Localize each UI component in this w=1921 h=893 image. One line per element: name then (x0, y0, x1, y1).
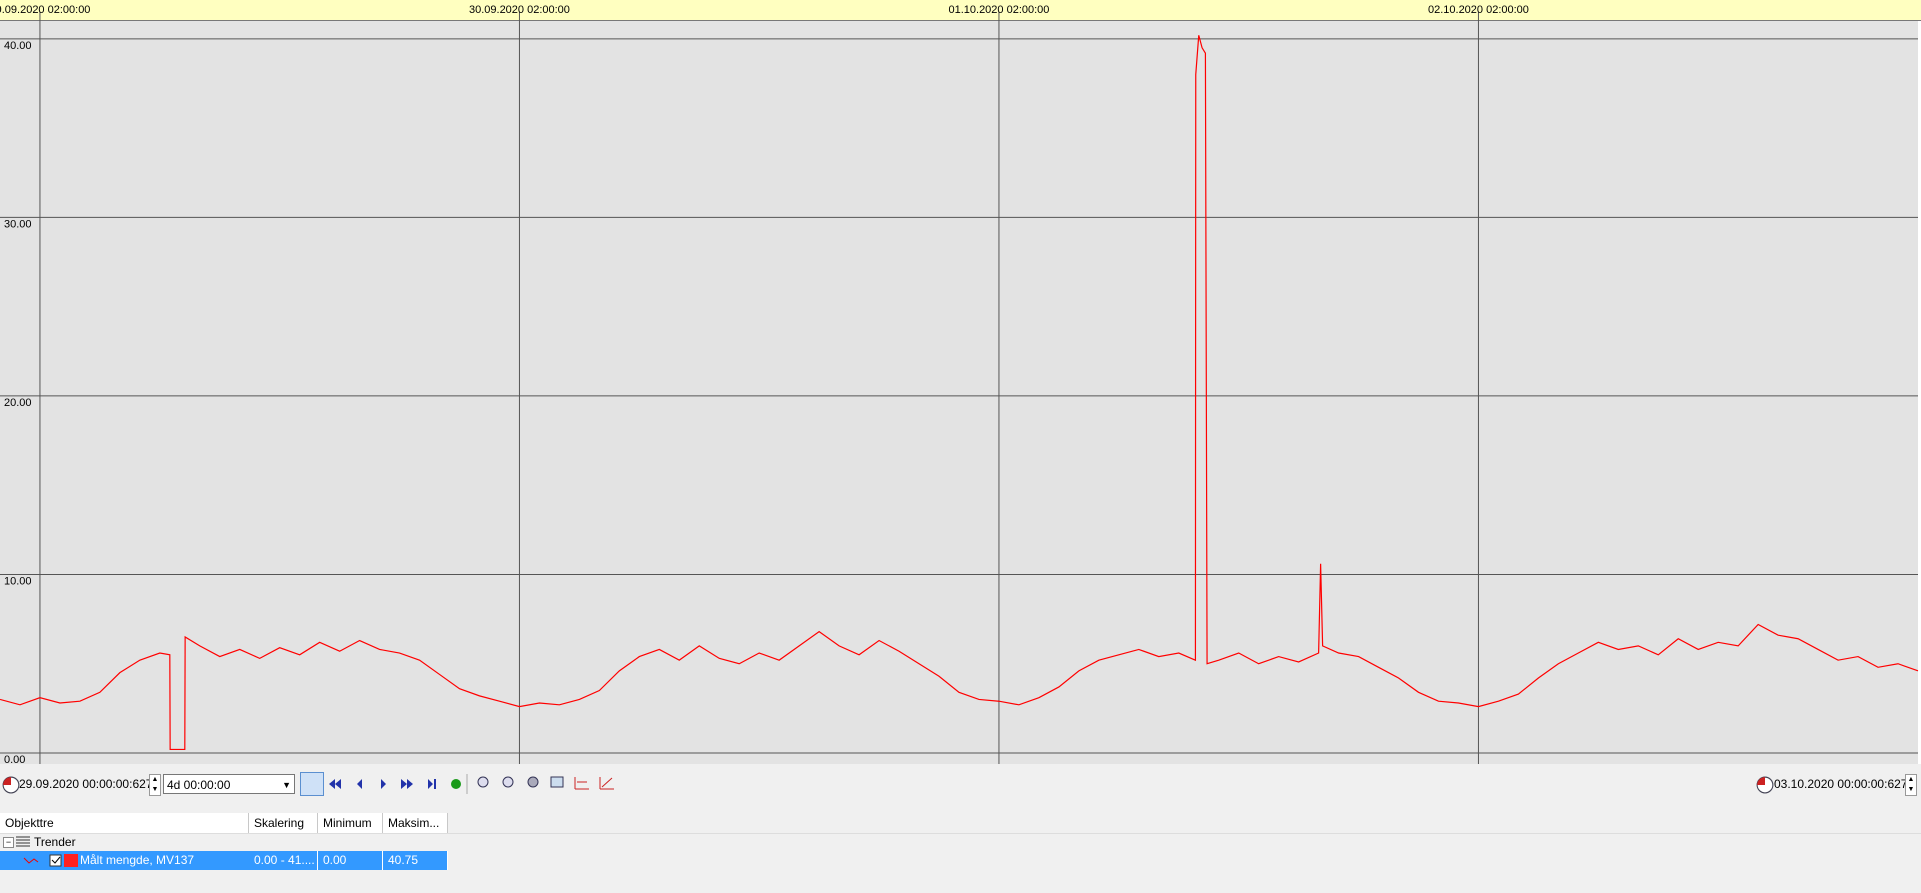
live-button[interactable] (451, 779, 461, 789)
end-spinner[interactable]: ▲ ▼ (1905, 774, 1917, 796)
header-cell[interactable]: Minimum (318, 813, 383, 833)
chart: 0.00 10.00 20.00 30.00 40.00 29.09.2020 02:00… (0, 0, 1921, 764)
start-time: 29.09.2020 00:00:00:627 (19, 777, 153, 791)
group-icon (16, 836, 30, 847)
row-icons (23, 854, 78, 867)
y-tick-label: 40.00 (4, 40, 32, 52)
right-edge (1918, 21, 1921, 764)
next-button[interactable] (381, 779, 386, 789)
time-header (0, 0, 1921, 21)
range-value: 4d 00:00:00 (167, 778, 231, 792)
fast-forward-button[interactable] (401, 779, 413, 789)
series-name: Målt mengde, MV137 (80, 853, 195, 867)
maximum-cell: 40.75 (383, 851, 448, 870)
minimum-cell: 0.00 (318, 851, 383, 870)
x-tick-label: 30.09.2020 02:00:00 (469, 4, 570, 16)
x-tick-label: 29.09.2020 02:00:00 (0, 4, 90, 16)
end-clock-icon[interactable] (1756, 776, 1774, 794)
header-divider (0, 833, 1921, 834)
zoom-box-button[interactable] (550, 776, 564, 788)
scale-x-button[interactable] (574, 777, 589, 790)
selected-row[interactable]: Målt mengde, MV137 0.00 - 41.... 0.00 40… (0, 851, 448, 870)
y-tick-label: 10.00 (4, 576, 32, 588)
clock-icon[interactable] (2, 776, 20, 794)
header-cell[interactable]: Objekttre (0, 813, 249, 833)
end-time: 03.10.2020 00:00:00:627 (1774, 777, 1908, 791)
fit-button[interactable] (300, 772, 324, 796)
start-spinner[interactable]: ▲ ▼ (149, 774, 161, 796)
header-cell[interactable]: Maksim... (383, 813, 448, 833)
x-tick-label: 01.10.2020 02:00:00 (948, 4, 1049, 16)
y-tick-label: 0.00 (4, 754, 25, 764)
scale-y-button[interactable] (599, 777, 614, 790)
first-button[interactable] (329, 779, 341, 789)
y-tick-label: 20.00 (4, 397, 32, 409)
prev-button[interactable] (357, 779, 362, 789)
group-label[interactable]: Trender (34, 835, 76, 849)
table-header: Objekttre Skalering Minimum Maksim... (0, 813, 448, 833)
zoom-in-button[interactable] (477, 776, 489, 788)
y-tick-label: 30.00 (4, 219, 32, 231)
plot-area (0, 21, 1918, 764)
zoom-out-button[interactable] (502, 776, 514, 788)
scaling-cell: 0.00 - 41.... (249, 851, 318, 870)
series-line (0, 35, 1919, 751)
x-tick-label: 02.10.2020 02:00:00 (1428, 4, 1529, 16)
last-button[interactable] (428, 779, 436, 789)
range-select[interactable]: 4d 00:00:00 ▼ (163, 774, 295, 794)
collapse-toggle[interactable]: − (3, 837, 14, 848)
header-cell[interactable]: Skalering (249, 813, 318, 833)
zoom-reset-button[interactable] (527, 776, 539, 788)
nav-buttons (329, 774, 614, 794)
